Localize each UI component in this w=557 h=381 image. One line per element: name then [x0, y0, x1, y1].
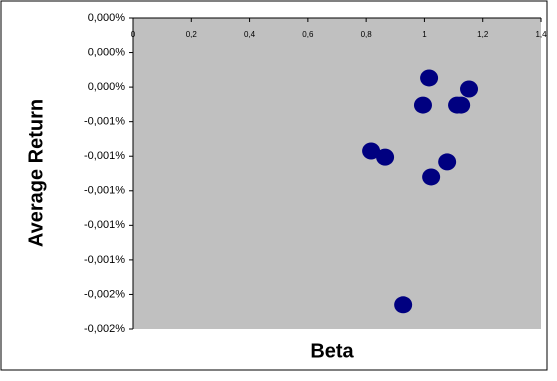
x-tick-label: 1: [422, 30, 427, 39]
x-tick-label: 1,2: [477, 30, 489, 39]
y-tick-label: 0,000%: [88, 12, 126, 24]
y-tick-label: -0,001%: [84, 185, 125, 197]
point: [452, 96, 471, 114]
y-tick-label: -0,002%: [84, 323, 125, 335]
plot-area: [133, 18, 541, 329]
x-tick-label: 0,4: [244, 30, 256, 39]
point: [376, 148, 395, 166]
x-axis-title: Beta: [310, 340, 354, 362]
x-tick-label: 0,2: [186, 30, 198, 39]
y-tick-label: -0,001%: [84, 254, 125, 266]
point: [413, 96, 432, 114]
x-tick-label: 0,8: [361, 30, 373, 39]
point: [362, 142, 381, 160]
x-tick-label: 1,4: [535, 30, 547, 39]
point: [422, 168, 441, 186]
x-tick-label: 0: [131, 30, 136, 39]
y-tick-label: -0,001%: [84, 150, 125, 162]
y-tick-label: 0,000%: [88, 81, 126, 93]
y-axis-title: Average Return: [25, 99, 47, 247]
point: [394, 296, 413, 314]
point: [438, 153, 457, 171]
y-tick-label: -0,001%: [84, 116, 125, 128]
y-tick-label: 0,000%: [88, 46, 126, 58]
point: [460, 80, 479, 98]
y-tick-label: -0,002%: [84, 288, 125, 300]
point: [420, 69, 439, 87]
x-tick-label: 0,6: [302, 30, 314, 39]
y-tick-label: -0,001%: [84, 219, 125, 231]
